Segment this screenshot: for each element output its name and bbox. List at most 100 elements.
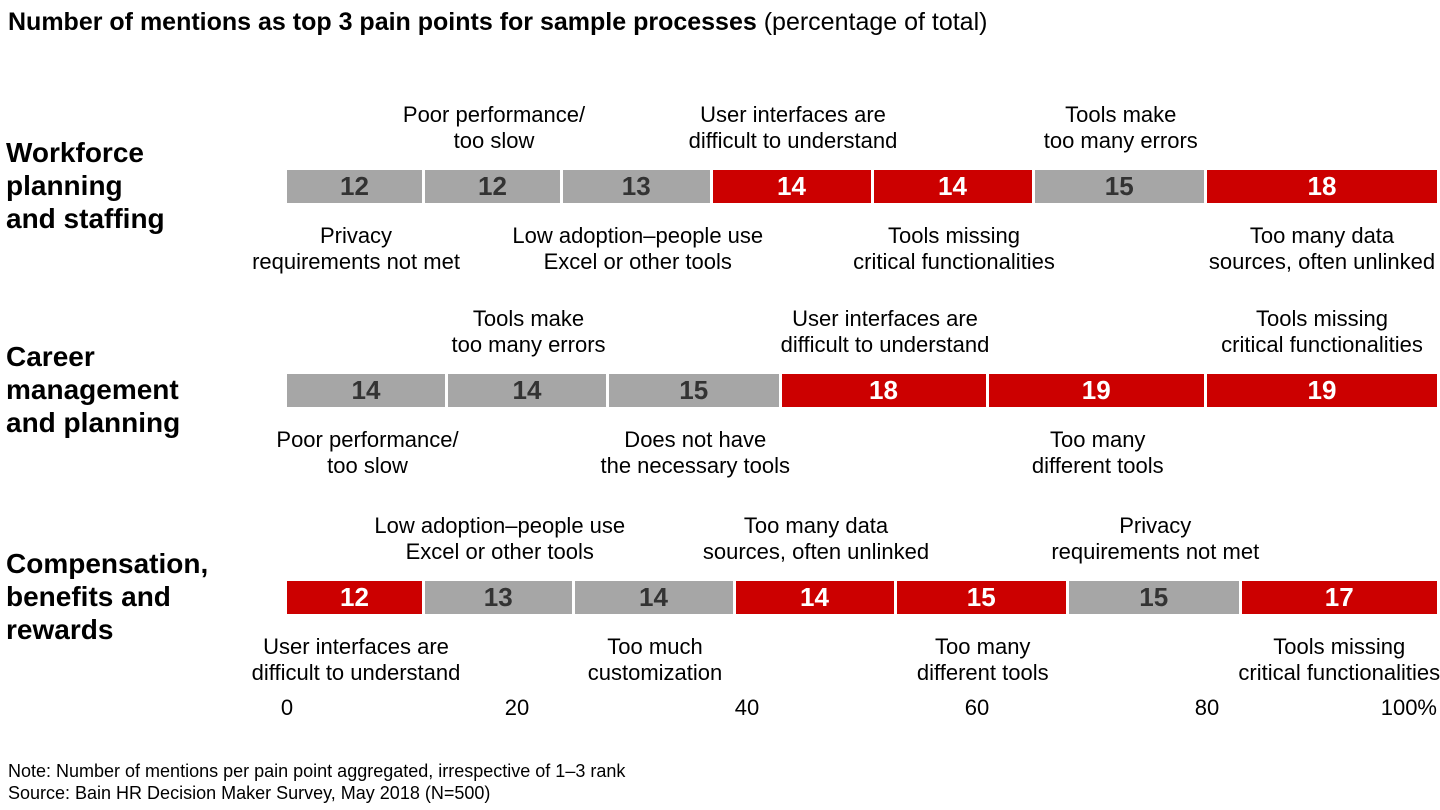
segment-value: 15	[1139, 582, 1169, 612]
bar-segment: 13	[563, 170, 713, 203]
pain-point-label-line: critical functionalities	[1238, 660, 1440, 685]
x-axis-tick: 60	[964, 695, 990, 720]
pain-point-label-line: too many errors	[451, 332, 606, 357]
bar-segment: 13	[425, 581, 575, 614]
segment-value: 14	[639, 582, 668, 612]
bar-segment: 17	[1241, 581, 1437, 614]
process-label-line: and staffing	[6, 203, 165, 234]
pain-point-label-line: Excel or other tools	[405, 539, 594, 564]
pain-point-label-line: Too many	[935, 634, 1031, 659]
pain-point-label-below: Too much customization	[588, 634, 723, 686]
chart-title-main: Number of mentions as top 3 pain points …	[8, 8, 757, 36]
segment-value: 18	[1307, 171, 1337, 201]
pain-point-label-above: Tools make too many errors	[451, 306, 605, 358]
pain-point-label-below: Too many data sources, often unlinked	[1209, 223, 1435, 275]
process-label-line: Career	[6, 341, 95, 372]
pain-point-label-below: Does not have the necessary tools	[600, 427, 790, 479]
process-label-line: benefits and	[6, 581, 171, 612]
pain-point-label-above: Poor performance/too slow	[403, 102, 585, 154]
pain-point-label-line: difficult to understand	[251, 660, 461, 685]
process-label: Compensation, benefits and rewards	[6, 547, 208, 646]
segment-value: 14	[777, 171, 806, 201]
segment-value: 14	[938, 171, 967, 201]
process-label-line: planning	[6, 170, 123, 201]
pain-point-label-line: too slow	[327, 453, 408, 478]
pain-point-label-line: requirements not met	[252, 249, 460, 274]
pain-point-label-below: Too many different tools	[917, 634, 1049, 686]
process-label-line: and planning	[6, 407, 181, 438]
pain-point-label-line: requirements not met	[1051, 539, 1260, 564]
pain-point-label-line: too many errors	[1043, 128, 1198, 153]
stacked-bar: 14 14 15 18 19 19	[287, 374, 1437, 407]
pain-point-label-below: Poor performance/too slow	[276, 427, 458, 479]
pain-point-label-line: User interfaces are	[700, 102, 886, 127]
pain-point-label-line: critical functionalities	[1221, 332, 1423, 357]
pain-point-label-line: Low adoption–people use	[374, 513, 626, 538]
segment-value: 15	[679, 375, 709, 405]
pain-point-label-line: Too many	[1050, 427, 1146, 452]
bar-segment: 15	[1034, 170, 1207, 203]
process-label-line: Compensation,	[6, 548, 209, 579]
segment-value: 12	[340, 171, 369, 201]
bar-segment: 18	[781, 374, 989, 407]
bar-segment: 12	[287, 581, 425, 614]
pain-point-label-below: Tools missing critical functionalities	[1238, 634, 1440, 686]
segment-value: 13	[483, 582, 513, 612]
segment-value: 13	[621, 171, 651, 201]
x-axis-tick: 80	[1194, 695, 1220, 720]
pain-point-label-line: Tools make	[472, 306, 585, 331]
bar-segment: 14	[735, 581, 897, 614]
process-label-line: rewards	[6, 614, 114, 645]
pain-point-label-line: Privacy	[319, 223, 393, 248]
bar-segment: 15	[896, 581, 1069, 614]
x-axis-tick: 100%	[1380, 695, 1437, 720]
chart-title-sub: (percentage of total)	[756, 8, 988, 36]
pain-point-label-below: Low adoption–people use Excel or other to…	[512, 223, 763, 275]
pain-point-label-line: different tools	[1031, 453, 1164, 478]
pain-point-label-above: Tools make too many errors	[1044, 102, 1198, 154]
bar-segment: 12	[425, 170, 563, 203]
pain-point-label-line: Poor performance/	[276, 427, 459, 452]
bar-segment: 14	[712, 170, 874, 203]
pain-point-label-line: Tools missing	[887, 223, 1021, 248]
segment-value: 14	[512, 375, 542, 405]
pain-point-label-line: Tools missing	[1255, 306, 1389, 331]
segment-value: 19	[1307, 375, 1337, 405]
x-axis-tick: 0	[280, 695, 294, 720]
process-label-line: Workforce	[6, 137, 144, 168]
segment-value: 14	[800, 582, 829, 612]
bar-segment: 14	[448, 374, 609, 407]
pain-point-label-above: Tools missing critical functionalities	[1221, 306, 1423, 358]
pain-point-label-line: difficult to understand	[688, 128, 898, 153]
pain-point-label-line: Privacy	[1119, 513, 1192, 538]
pain-point-label-line: the necessary tools	[600, 453, 791, 478]
chart-title: Number of mentions as top 3 pain points …	[8, 8, 987, 37]
pain-point-label-above: User interfaces are difficult to understa…	[689, 102, 898, 154]
pain-point-label-line: User interfaces are	[792, 306, 978, 331]
segment-value: 14	[351, 375, 381, 405]
pain-point-label-line: User interfaces are	[263, 634, 449, 659]
pain-point-label-line: Does not have	[624, 427, 767, 452]
process-label: Workforce planning and staffing	[6, 136, 165, 235]
bar-segment: 18	[1207, 170, 1437, 203]
segment-value: 12	[340, 582, 369, 612]
bar-segment: 15	[609, 374, 782, 407]
source-text: Source: Bain HR Decision Maker Survey, M…	[8, 783, 491, 803]
bar-segment: 12	[287, 170, 425, 203]
stacked-bar: 12 12 13 14 14 15 18	[287, 170, 1437, 203]
segment-value: 15	[966, 582, 996, 612]
pain-point-label-above: Privacy requirements not met	[1051, 513, 1259, 565]
pain-point-label-line: Too many data	[743, 513, 889, 538]
pain-point-label-below: Tools missing critical functionalities	[853, 223, 1055, 275]
stacked-bar: 12 13 14 14 15 15 17	[287, 581, 1437, 614]
segment-value: 19	[1081, 375, 1111, 405]
pain-point-label-above: User interfaces are difficult to understa…	[781, 306, 990, 358]
pain-point-label-line: difficult to understand	[780, 332, 990, 357]
pain-point-label-line: critical functionalities	[853, 249, 1055, 274]
pain-point-label-line: customization	[587, 660, 723, 685]
pain-point-label-line: Poor performance/	[402, 102, 586, 127]
pain-point-label-below: User interfaces are difficult to understa…	[252, 634, 461, 686]
pain-point-label-line: too slow	[453, 128, 535, 153]
pain-point-label-line: Low adoption–people use	[512, 223, 764, 248]
